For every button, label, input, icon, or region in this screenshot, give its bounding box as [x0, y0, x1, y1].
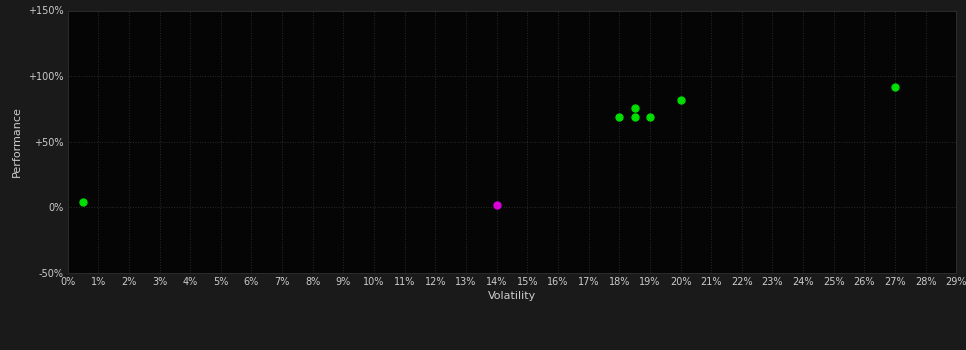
Point — [672, 97, 688, 103]
Point — [75, 199, 91, 205]
Point — [888, 84, 903, 90]
Point — [627, 105, 642, 111]
Point — [642, 114, 658, 120]
Point — [611, 114, 627, 120]
Point — [627, 114, 642, 120]
Y-axis label: Performance: Performance — [13, 106, 22, 177]
Point — [489, 202, 504, 208]
X-axis label: Volatility: Volatility — [488, 291, 536, 301]
